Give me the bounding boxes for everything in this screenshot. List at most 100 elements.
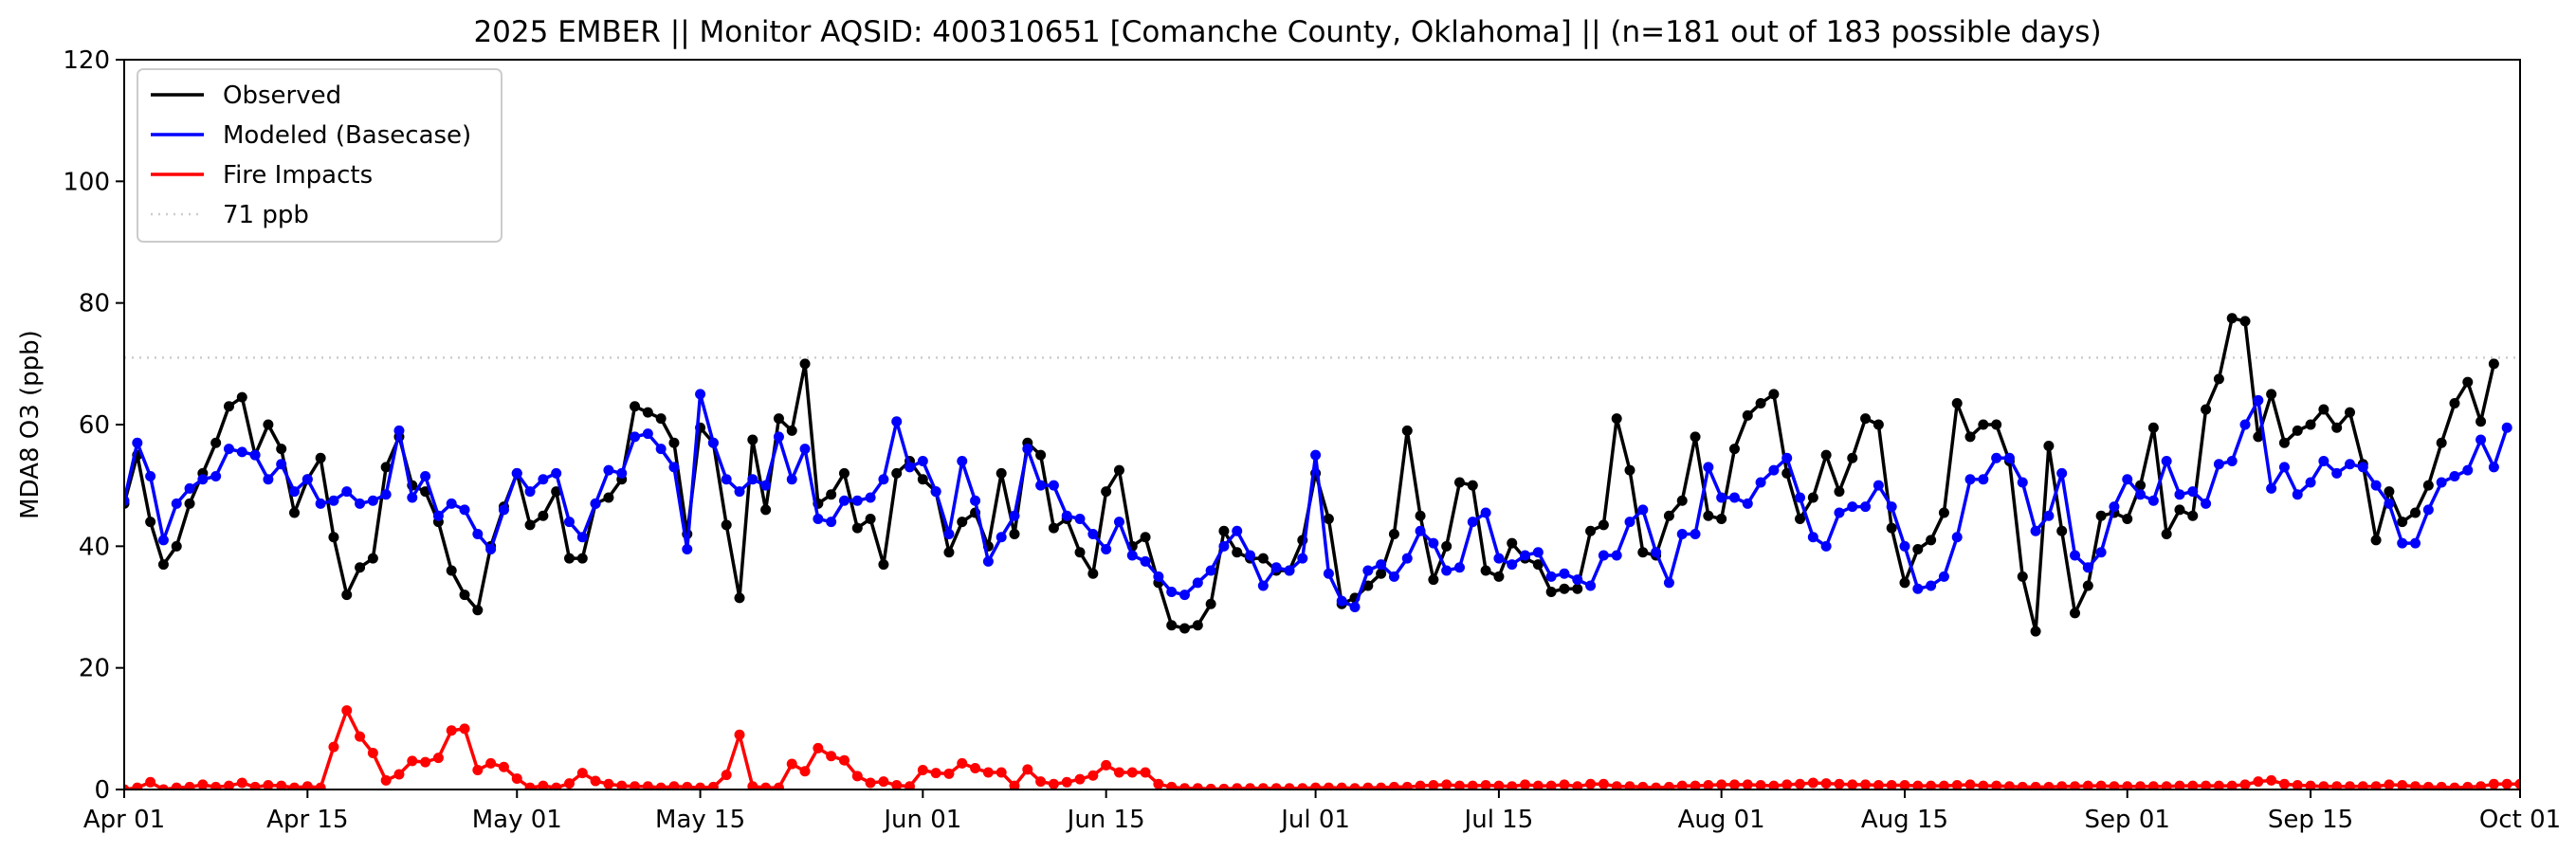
data-point-observed — [157, 559, 169, 571]
data-point-modeled-basecase — [930, 486, 941, 498]
data-point-fire-impacts — [249, 781, 261, 789]
data-point-modeled-basecase — [2095, 547, 2107, 558]
x-tick-label: Jul 15 — [1463, 806, 1534, 834]
data-point-modeled-basecase — [341, 486, 353, 498]
data-point-modeled-basecase — [2056, 467, 2068, 479]
data-point-fire-impacts — [1768, 780, 1780, 789]
data-point-observed — [1598, 519, 1609, 531]
data-point-observed — [1074, 547, 1086, 558]
data-point-fire-impacts — [1742, 779, 1753, 789]
data-point-fire-impacts — [1401, 781, 1413, 789]
data-point-observed — [2449, 398, 2460, 409]
data-point-modeled-basecase — [420, 471, 431, 482]
data-point-modeled-basecase — [1545, 571, 1557, 582]
data-point-observed — [1768, 389, 1780, 400]
data-point-fire-impacts — [145, 776, 156, 788]
data-point-fire-impacts — [1978, 780, 1989, 789]
data-point-fire-impacts — [2318, 781, 2329, 789]
data-point-modeled-basecase — [1232, 525, 1243, 536]
data-point-observed — [1545, 586, 1557, 597]
data-point-observed — [2436, 437, 2447, 448]
data-point-fire-impacts — [865, 777, 876, 789]
data-point-modeled-basecase — [2043, 510, 2055, 521]
x-tick-label: Aug 01 — [1678, 806, 1765, 834]
data-point-observed — [1637, 547, 1649, 558]
data-point-fire-impacts — [498, 761, 509, 772]
data-point-modeled-basecase — [1126, 550, 1138, 561]
data-point-fire-impacts — [276, 780, 287, 789]
data-point-observed — [1728, 444, 1740, 455]
data-point-observed — [2410, 507, 2421, 518]
data-point-observed — [943, 547, 955, 558]
data-point-fire-impacts — [917, 764, 928, 775]
data-point-observed — [1559, 583, 1570, 594]
data-point-observed — [1663, 510, 1674, 521]
data-point-modeled-basecase — [2082, 562, 2093, 573]
data-point-fire-impacts — [1126, 767, 1138, 778]
data-point-modeled-basecase — [917, 456, 928, 466]
data-point-modeled-basecase — [1022, 444, 1033, 455]
data-point-fire-impacts — [2122, 781, 2133, 789]
data-point-observed — [538, 510, 549, 521]
data-point-fire-impacts — [1807, 777, 1818, 789]
data-point-fire-impacts — [1951, 780, 1963, 789]
data-point-observed — [2017, 571, 2028, 582]
data-point-fire-impacts — [2278, 778, 2290, 789]
data-point-fire-impacts — [603, 778, 614, 789]
data-point-modeled-basecase — [2017, 477, 2028, 488]
data-point-modeled-basecase — [485, 544, 497, 555]
data-point-observed — [1218, 525, 1230, 536]
data-point-fire-impacts — [1153, 778, 1164, 789]
data-point-modeled-basecase — [2331, 467, 2343, 479]
data-point-fire-impacts — [210, 781, 222, 789]
data-point-observed — [2305, 419, 2316, 430]
x-tick-label: Oct 01 — [2479, 806, 2561, 834]
x-axis: Apr 01 Apr 15 May 01 May 15 Jun 01 Jun 15 Jul … — [83, 789, 2561, 834]
data-point-observed — [2488, 358, 2499, 370]
data-point-modeled-basecase — [2266, 482, 2277, 494]
data-point-fire-impacts — [878, 776, 889, 788]
data-point-modeled-basecase — [891, 416, 903, 427]
x-tick-label: Jun 15 — [1066, 806, 1145, 834]
data-point-fire-impacts — [485, 757, 497, 769]
data-point-modeled-basecase — [2161, 456, 2172, 466]
data-point-observed — [2135, 480, 2147, 491]
data-point-fire-impacts — [2056, 781, 2068, 789]
legend-label-modeled-basecase: Modeled (Basecase) — [223, 121, 471, 150]
data-point-modeled-basecase — [642, 428, 653, 440]
x-tick-label: Apr 15 — [266, 806, 348, 834]
data-point-modeled-basecase — [1873, 480, 1884, 491]
data-point-fire-impacts — [799, 766, 811, 777]
data-point-fire-impacts — [1728, 779, 1740, 789]
data-point-observed — [1362, 580, 1374, 591]
data-point-fire-impacts — [551, 782, 562, 789]
data-point-fire-impacts — [970, 763, 981, 774]
data-point-modeled-basecase — [2135, 489, 2147, 500]
data-point-modeled-basecase — [957, 456, 968, 466]
data-point-fire-impacts — [655, 782, 667, 789]
data-point-observed — [642, 407, 653, 418]
data-point-fire-impacts — [1074, 773, 1086, 785]
y-tick-label: 20 — [79, 655, 110, 683]
data-point-observed — [145, 517, 156, 528]
data-point-modeled-basecase — [851, 495, 863, 506]
data-point-fire-impacts — [1637, 781, 1649, 789]
data-point-fire-impacts — [2305, 780, 2316, 789]
y-tick-label: 120 — [63, 46, 110, 75]
data-point-observed — [2462, 376, 2474, 388]
y-tick-label: 40 — [79, 533, 110, 561]
data-point-modeled-basecase — [695, 389, 706, 400]
data-point-fire-impacts — [1991, 780, 2002, 789]
data-point-modeled-basecase — [668, 462, 680, 473]
data-point-modeled-basecase — [2305, 477, 2316, 488]
data-point-fire-impacts — [524, 782, 536, 789]
data-point-modeled-basecase — [1192, 577, 1203, 589]
data-point-fire-impacts — [1388, 781, 1399, 789]
data-point-modeled-basecase — [1376, 559, 1387, 571]
data-point-observed — [1401, 425, 1413, 436]
data-point-observed — [1101, 486, 1112, 498]
data-point-modeled-basecase — [1926, 580, 1937, 591]
data-point-modeled-basecase — [2462, 464, 2474, 476]
data-point-fire-impacts — [2292, 780, 2303, 789]
data-point-fire-impacts — [132, 782, 143, 789]
